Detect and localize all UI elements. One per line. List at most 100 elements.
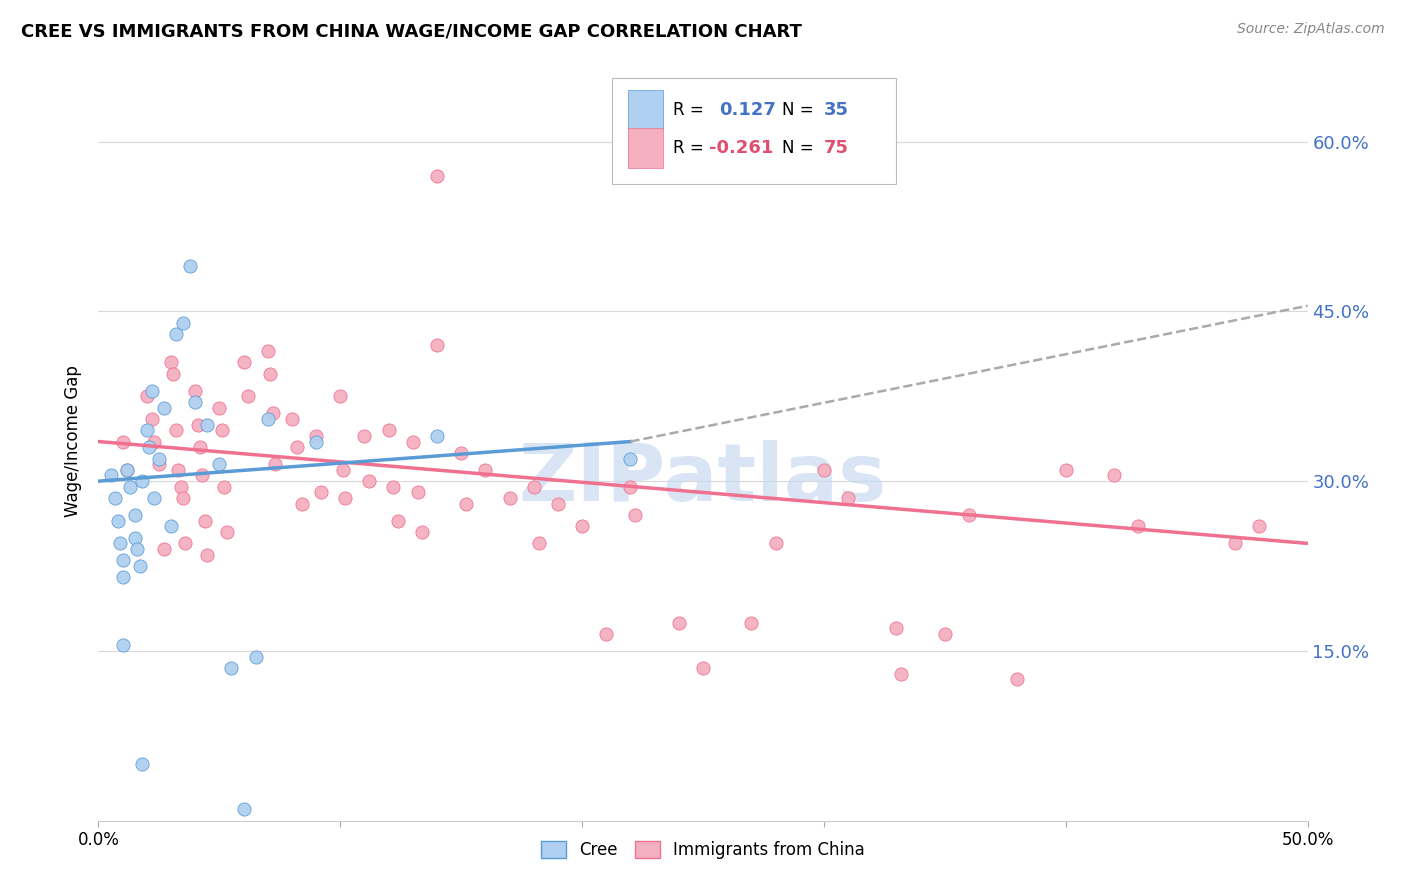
Point [148,457,170,471]
Point [135,423,157,437]
Text: 35: 35 [824,101,849,120]
Point [1128,519,1150,533]
Point [111,570,134,584]
Point [117,463,139,477]
Point [195,417,218,432]
Point [107,514,129,528]
Point [100,468,122,483]
Point [194,514,217,528]
Point [117,463,139,477]
Point [619,480,641,494]
Point [135,389,157,403]
Point [474,463,496,477]
Point [138,440,160,454]
Point [172,316,194,330]
Point [124,508,146,522]
Point [111,434,134,449]
Text: R =: R = [672,139,709,157]
Point [426,429,449,443]
Point [1249,519,1271,533]
Point [382,480,405,494]
Point [890,666,912,681]
Point [450,446,472,460]
Point [595,627,617,641]
Point [765,536,787,550]
Text: 75: 75 [824,139,849,157]
Y-axis label: Wage/Income Gap: Wage/Income Gap [65,366,83,517]
Text: -0.261: -0.261 [709,139,773,157]
Point [221,661,243,675]
Point [124,531,146,545]
Point [208,457,231,471]
FancyBboxPatch shape [628,90,664,130]
FancyBboxPatch shape [628,128,664,168]
Point [152,542,174,557]
Point [1054,463,1077,477]
Point [305,434,328,449]
Point [359,474,381,488]
Text: Source: ZipAtlas.com: Source: ZipAtlas.com [1237,22,1385,37]
Point [498,491,520,505]
FancyBboxPatch shape [613,78,897,184]
Text: 0.127: 0.127 [718,101,776,120]
Point [619,451,641,466]
Point [108,536,131,550]
Point [426,169,449,183]
Point [127,542,149,557]
Point [245,649,267,664]
Point [547,497,569,511]
Point [309,485,332,500]
Point [256,412,278,426]
Point [740,615,762,630]
Point [692,661,714,675]
Point [402,434,425,449]
Point [184,395,207,409]
Point [281,412,304,426]
Point [143,491,166,505]
Point [837,491,859,505]
Point [184,384,207,398]
Point [571,519,593,533]
Point [165,326,187,341]
Point [1102,468,1125,483]
Point [208,401,231,415]
Text: N =: N = [782,101,818,120]
Point [118,480,141,494]
Point [426,338,449,352]
Point [377,423,399,437]
Point [259,367,281,381]
Point [169,480,191,494]
Point [332,463,354,477]
Point [624,508,647,522]
Point [160,355,183,369]
Point [143,434,166,449]
Point [264,457,287,471]
Point [406,485,429,500]
Point [174,536,197,550]
Point [957,508,980,522]
Point [262,406,284,420]
Point [131,474,153,488]
Point [1223,536,1246,550]
Text: CREE VS IMMIGRANTS FROM CHINA WAGE/INCOME GAP CORRELATION CHART: CREE VS IMMIGRANTS FROM CHINA WAGE/INCOM… [21,22,801,40]
Point [238,389,260,403]
Point [934,627,956,641]
Point [454,497,477,511]
Point [333,491,356,505]
Point [329,389,352,403]
Point [179,259,201,273]
Point [111,638,134,652]
Point [527,536,550,550]
Point [128,559,150,574]
Point [215,524,238,539]
Point [152,401,174,415]
Point [167,463,190,477]
Point [160,519,183,533]
Point [305,429,328,443]
Point [411,524,433,539]
Point [290,497,312,511]
Point [141,384,163,398]
Point [131,757,153,772]
Point [523,480,546,494]
Point [165,423,187,437]
